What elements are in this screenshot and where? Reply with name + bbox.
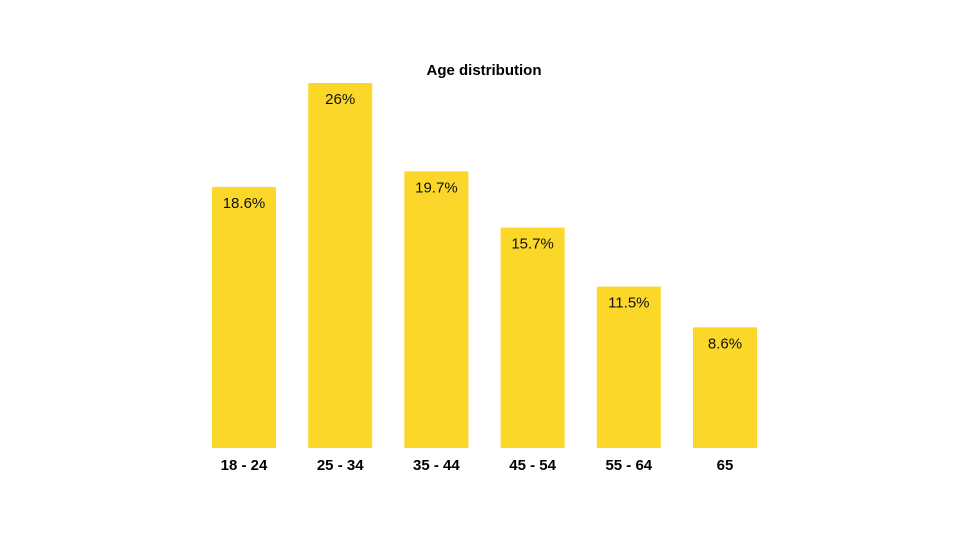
value-label-3: 19.7% [415, 179, 458, 196]
value-label-2: 26% [325, 91, 355, 108]
bar-1 [212, 186, 276, 448]
category-label-6: 65 [717, 457, 734, 474]
bar-5 [596, 286, 661, 448]
category-labels-group: 18 - 24 25 - 34 35 - 44 45 - 54 55 - 64 65 [221, 457, 734, 474]
bar-4 [500, 227, 565, 448]
category-label-4: 45 - 54 [509, 457, 556, 474]
bar-6 [693, 327, 757, 448]
value-labels-group: 18.6% 26% 19.7% 15.7% 11.5% 8.6% [223, 91, 742, 352]
bars-group [212, 83, 757, 448]
value-label-4: 15.7% [511, 236, 554, 253]
value-label-6: 8.6% [708, 335, 742, 352]
chart-title: Age distribution [427, 62, 542, 79]
value-label-5: 11.5% [608, 295, 649, 312]
bar-2 [308, 83, 373, 448]
category-label-3: 35 - 44 [413, 457, 460, 474]
bar-3 [404, 171, 469, 448]
value-label-1: 18.6% [223, 195, 266, 212]
category-label-1: 18 - 24 [221, 457, 268, 474]
category-label-2: 25 - 34 [317, 457, 364, 474]
category-label-5: 55 - 64 [605, 457, 652, 474]
